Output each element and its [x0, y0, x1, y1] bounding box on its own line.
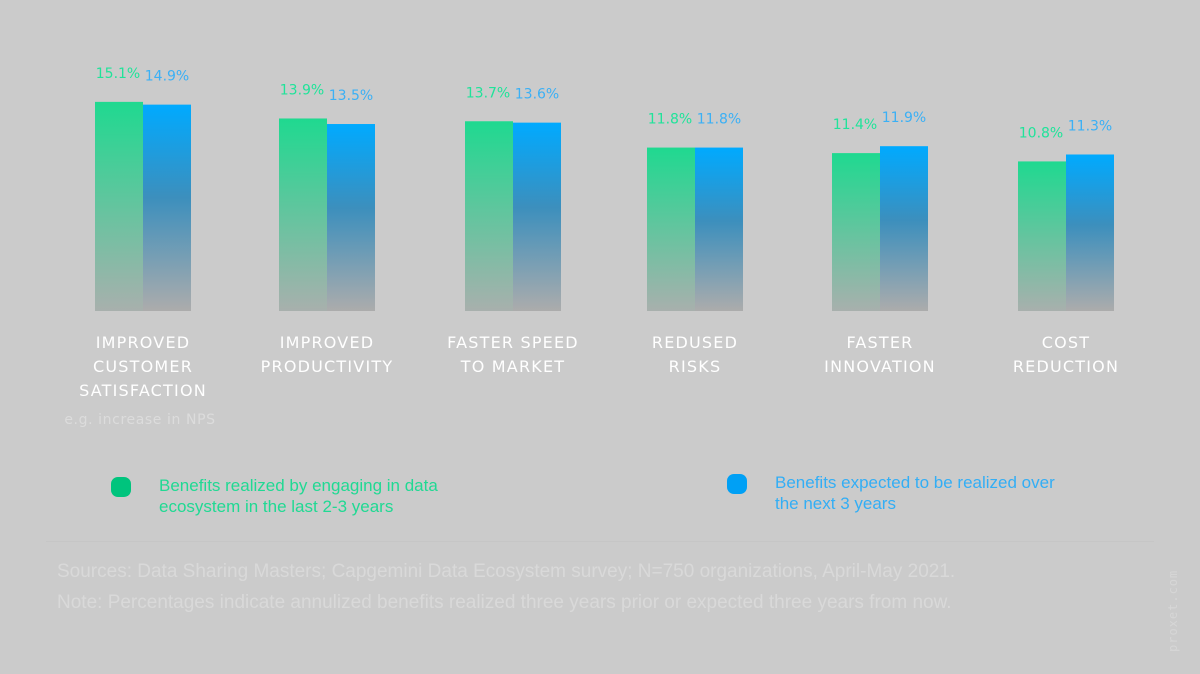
legend-text-realized: Benefits realized by engaging in data ec…: [159, 476, 438, 516]
legend-swatch-green-icon: [111, 477, 131, 497]
value-label-realized-4: 11.4%: [833, 117, 877, 133]
value-label-realized-3: 11.8%: [648, 112, 692, 128]
value-label-expected-5: 11.3%: [1068, 118, 1112, 134]
legend-swatch-blue-icon: [727, 474, 747, 494]
watermark: proxet.com: [1166, 569, 1180, 652]
value-label-expected-3: 11.8%: [697, 112, 741, 128]
category-label-0: IMPROVED CUSTOMER SATISFACTION: [79, 333, 207, 400]
legend-item-expected: Benefits expected to be realized over th…: [727, 472, 1075, 514]
bar-expected-1: [327, 124, 375, 312]
bar-realized-4: [832, 153, 880, 311]
bar-realized-0: [95, 101, 143, 312]
bar-chart: 15.1% 14.9% 13.9% 13.5% 13.7% 13.6% 11.8% 11.8%…: [95, 66, 1114, 312]
category-label-5: COST REDUCTION: [1012, 333, 1120, 376]
legend-item-realized: Benefits realized by engaging in data ec…: [111, 475, 499, 517]
category-label-3: REDUSED RISKS: [651, 333, 739, 376]
bar-expected-0: [143, 104, 191, 311]
percentages-note: Note: Percentages indicate annulized ben…: [57, 592, 952, 613]
divider: [46, 541, 1154, 542]
category-note: e.g. increase in NPS: [64, 412, 216, 428]
value-label-realized-1: 13.9%: [280, 82, 324, 98]
value-label-realized-0: 15.1%: [96, 66, 140, 82]
bar-realized-2: [465, 121, 513, 311]
bar-realized-3: [647, 147, 695, 311]
bar-expected-4: [880, 146, 928, 311]
value-label-expected-0: 14.9%: [145, 69, 189, 85]
bar-realized-5: [1018, 161, 1066, 311]
bar-expected-2: [513, 122, 561, 311]
category-label-1: IMPROVED PRODUCTIVITY: [260, 333, 394, 376]
category-label-2: FASTER SPEED TO MARKET: [447, 333, 579, 376]
value-label-realized-2: 13.7%: [466, 85, 510, 101]
bar-expected-3: [695, 147, 743, 311]
value-label-realized-5: 10.8%: [1019, 125, 1063, 141]
sources-note: Sources: Data Sharing Masters; Capgemini…: [57, 561, 956, 582]
category-label-4: FASTER INNOVATION: [824, 333, 936, 376]
value-label-expected-2: 13.6%: [515, 87, 559, 103]
value-label-expected-1: 13.5%: [329, 88, 373, 104]
value-label-expected-4: 11.9%: [882, 110, 926, 126]
bar-expected-5: [1066, 154, 1114, 311]
legend-text-expected: Benefits expected to be realized over th…: [775, 473, 1055, 513]
bar-realized-1: [279, 118, 327, 311]
